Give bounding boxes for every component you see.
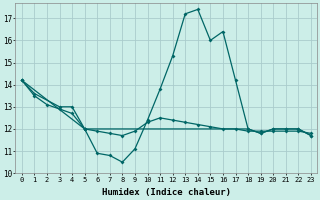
X-axis label: Humidex (Indice chaleur): Humidex (Indice chaleur) xyxy=(102,188,231,197)
